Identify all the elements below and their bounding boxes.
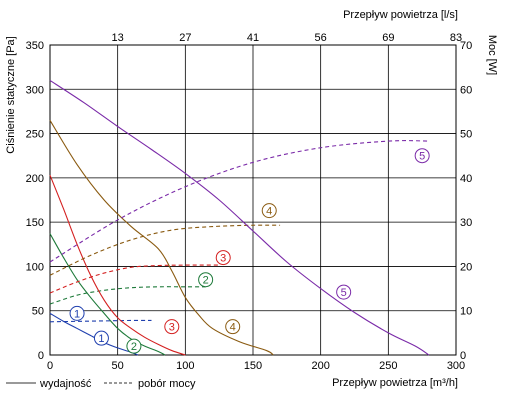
curve-marker-circle-1 — [93, 330, 109, 346]
bottom-axis-title: Przepływ powietrza [m³/h] — [332, 377, 458, 389]
legend: wydajność pobór mocy — [6, 378, 196, 390]
pressure-curve-3 — [49, 174, 186, 356]
curve-marker-circle-1 — [69, 305, 85, 321]
curve-marker-label-4: 4 — [230, 322, 236, 334]
y-left-tick-label: 300 — [26, 84, 44, 96]
grid: 0 50 100 150 200 250 3000501001502002503003500… — [26, 32, 473, 372]
y-left-tick-label: 250 — [26, 129, 44, 141]
curve-marker-circle-2 — [198, 272, 214, 288]
y-right-tick-label: 50 — [460, 129, 472, 141]
curves — [49, 79, 430, 356]
power-curve-1 — [49, 319, 152, 323]
x-tick-label: 50 — [112, 360, 124, 372]
right-axis-title: Moc [W] — [486, 35, 498, 75]
y-left-tick-label: 0 — [38, 350, 44, 362]
legend-label-solid: wydajność — [39, 378, 92, 390]
top-axis-title: Przepływ powietrza [l/s] — [343, 9, 458, 21]
y-right-tick-label: 40 — [460, 173, 472, 185]
power-curve-2 — [49, 286, 206, 305]
curve-marker-circle-4 — [225, 319, 241, 335]
pressure-curve-5 — [49, 79, 430, 356]
y-right-tick-label: 30 — [460, 217, 472, 229]
y-left-tick-label: 50 — [32, 306, 44, 318]
curve-marker-circle-3 — [164, 319, 180, 335]
curve-marker-circle-5 — [414, 148, 430, 164]
x-top-tick-label: 83 — [450, 32, 462, 44]
curve-marker-label-2: 2 — [131, 341, 137, 353]
curve-marker-label-3: 3 — [169, 322, 175, 334]
x-top-tick-label: 56 — [315, 32, 327, 44]
x-tick-label: 0 — [47, 360, 53, 372]
left-axis-title: Ciśnienie statyczne [Pa] — [5, 36, 17, 153]
x-top-tick-label: 69 — [382, 32, 394, 44]
x-tick-label: 250 — [379, 360, 397, 372]
x-tick-label: 300 — [447, 360, 465, 372]
curve-marker-label-2: 2 — [203, 275, 209, 287]
axis-labels: Przepływ powietrza [l/s] Przepływ powiet… — [5, 9, 498, 389]
y-left-tick-label: 200 — [26, 173, 44, 185]
curve-marker-label-4: 4 — [266, 206, 272, 218]
y-right-tick-label: 0 — [460, 350, 466, 362]
curve-marker-label-5: 5 — [419, 151, 425, 163]
y-left-tick-label: 150 — [26, 217, 44, 229]
plot-frame — [49, 44, 457, 356]
curve-marker-circle-2 — [126, 338, 142, 354]
curve-marker-circle-3 — [215, 250, 231, 266]
x-top-tick-label: 13 — [112, 32, 124, 44]
power-curve-5 — [49, 140, 429, 263]
power-curve-3 — [49, 264, 220, 294]
pressure-curve-2 — [49, 233, 166, 356]
curve-marker-label-1: 1 — [98, 333, 104, 345]
curve-marker-label-5: 5 — [341, 287, 347, 299]
x-tick-label: 200 — [311, 360, 329, 372]
power-curve-4 — [49, 224, 281, 276]
pressure-curve-4 — [49, 120, 274, 356]
y-right-tick-label: 20 — [460, 261, 472, 273]
y-left-tick-label: 100 — [26, 261, 44, 273]
curve-marker-circle-4 — [261, 203, 277, 219]
curve-marker-circle-5 — [336, 284, 352, 300]
y-right-tick-label: 10 — [460, 306, 472, 318]
y-left-tick-label: 350 — [26, 40, 44, 52]
x-tick-label: 100 — [176, 360, 194, 372]
x-top-tick-label: 27 — [179, 32, 191, 44]
curve-marker-label-1: 1 — [74, 308, 80, 320]
x-top-tick-label: 41 — [247, 32, 259, 44]
curve-marker-label-3: 3 — [220, 253, 226, 265]
y-right-tick-label: 60 — [460, 84, 472, 96]
legend-label-dashed: pobór mocy — [138, 378, 196, 390]
x-tick-label: 150 — [244, 360, 262, 372]
y-right-tick-label: 70 — [460, 40, 472, 52]
